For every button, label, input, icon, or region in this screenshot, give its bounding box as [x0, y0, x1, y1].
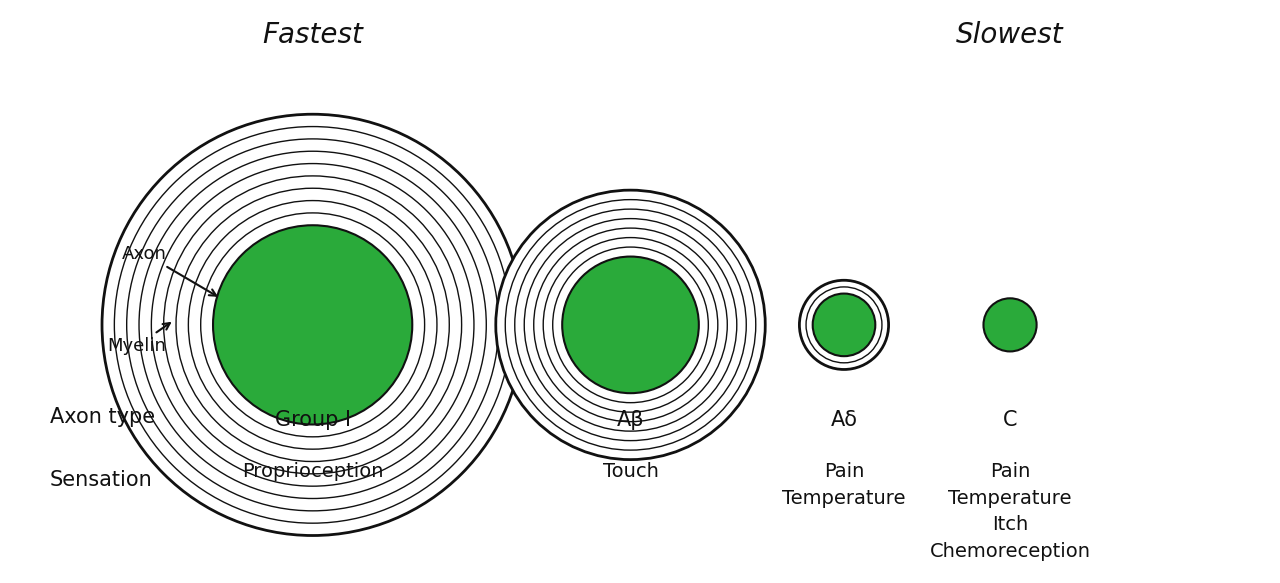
Text: Axon: Axon: [123, 245, 216, 296]
Text: Slowest: Slowest: [956, 21, 1064, 49]
Text: Pain
Temperature
Itch
Chemoreception: Pain Temperature Itch Chemoreception: [929, 462, 1091, 561]
Text: Axon type: Axon type: [50, 407, 155, 427]
Text: Aδ: Aδ: [831, 410, 858, 430]
Circle shape: [201, 213, 425, 437]
Text: Proprioception: Proprioception: [242, 462, 384, 482]
Circle shape: [983, 298, 1037, 352]
Circle shape: [813, 294, 876, 356]
Text: Touch: Touch: [603, 462, 658, 482]
Circle shape: [806, 287, 882, 363]
Circle shape: [534, 228, 727, 422]
Circle shape: [800, 280, 888, 370]
Text: Myelin: Myelin: [108, 323, 170, 354]
Circle shape: [140, 151, 486, 498]
Circle shape: [127, 139, 499, 511]
Circle shape: [177, 188, 449, 462]
Text: C: C: [1002, 410, 1018, 430]
Circle shape: [506, 199, 755, 450]
Circle shape: [102, 114, 524, 536]
Circle shape: [212, 225, 412, 424]
Circle shape: [562, 257, 699, 393]
Circle shape: [151, 164, 474, 486]
Text: Pain
Temperature: Pain Temperature: [782, 462, 906, 508]
Circle shape: [164, 176, 462, 474]
Circle shape: [543, 238, 718, 412]
Text: Aβ: Aβ: [617, 410, 644, 430]
Circle shape: [188, 201, 436, 449]
Circle shape: [114, 127, 511, 523]
Text: Sensation: Sensation: [50, 469, 152, 490]
Text: Fastest: Fastest: [262, 21, 364, 49]
Circle shape: [553, 247, 708, 403]
Text: Group I: Group I: [275, 410, 351, 430]
Circle shape: [495, 190, 765, 459]
Circle shape: [515, 209, 746, 441]
Circle shape: [525, 219, 737, 431]
